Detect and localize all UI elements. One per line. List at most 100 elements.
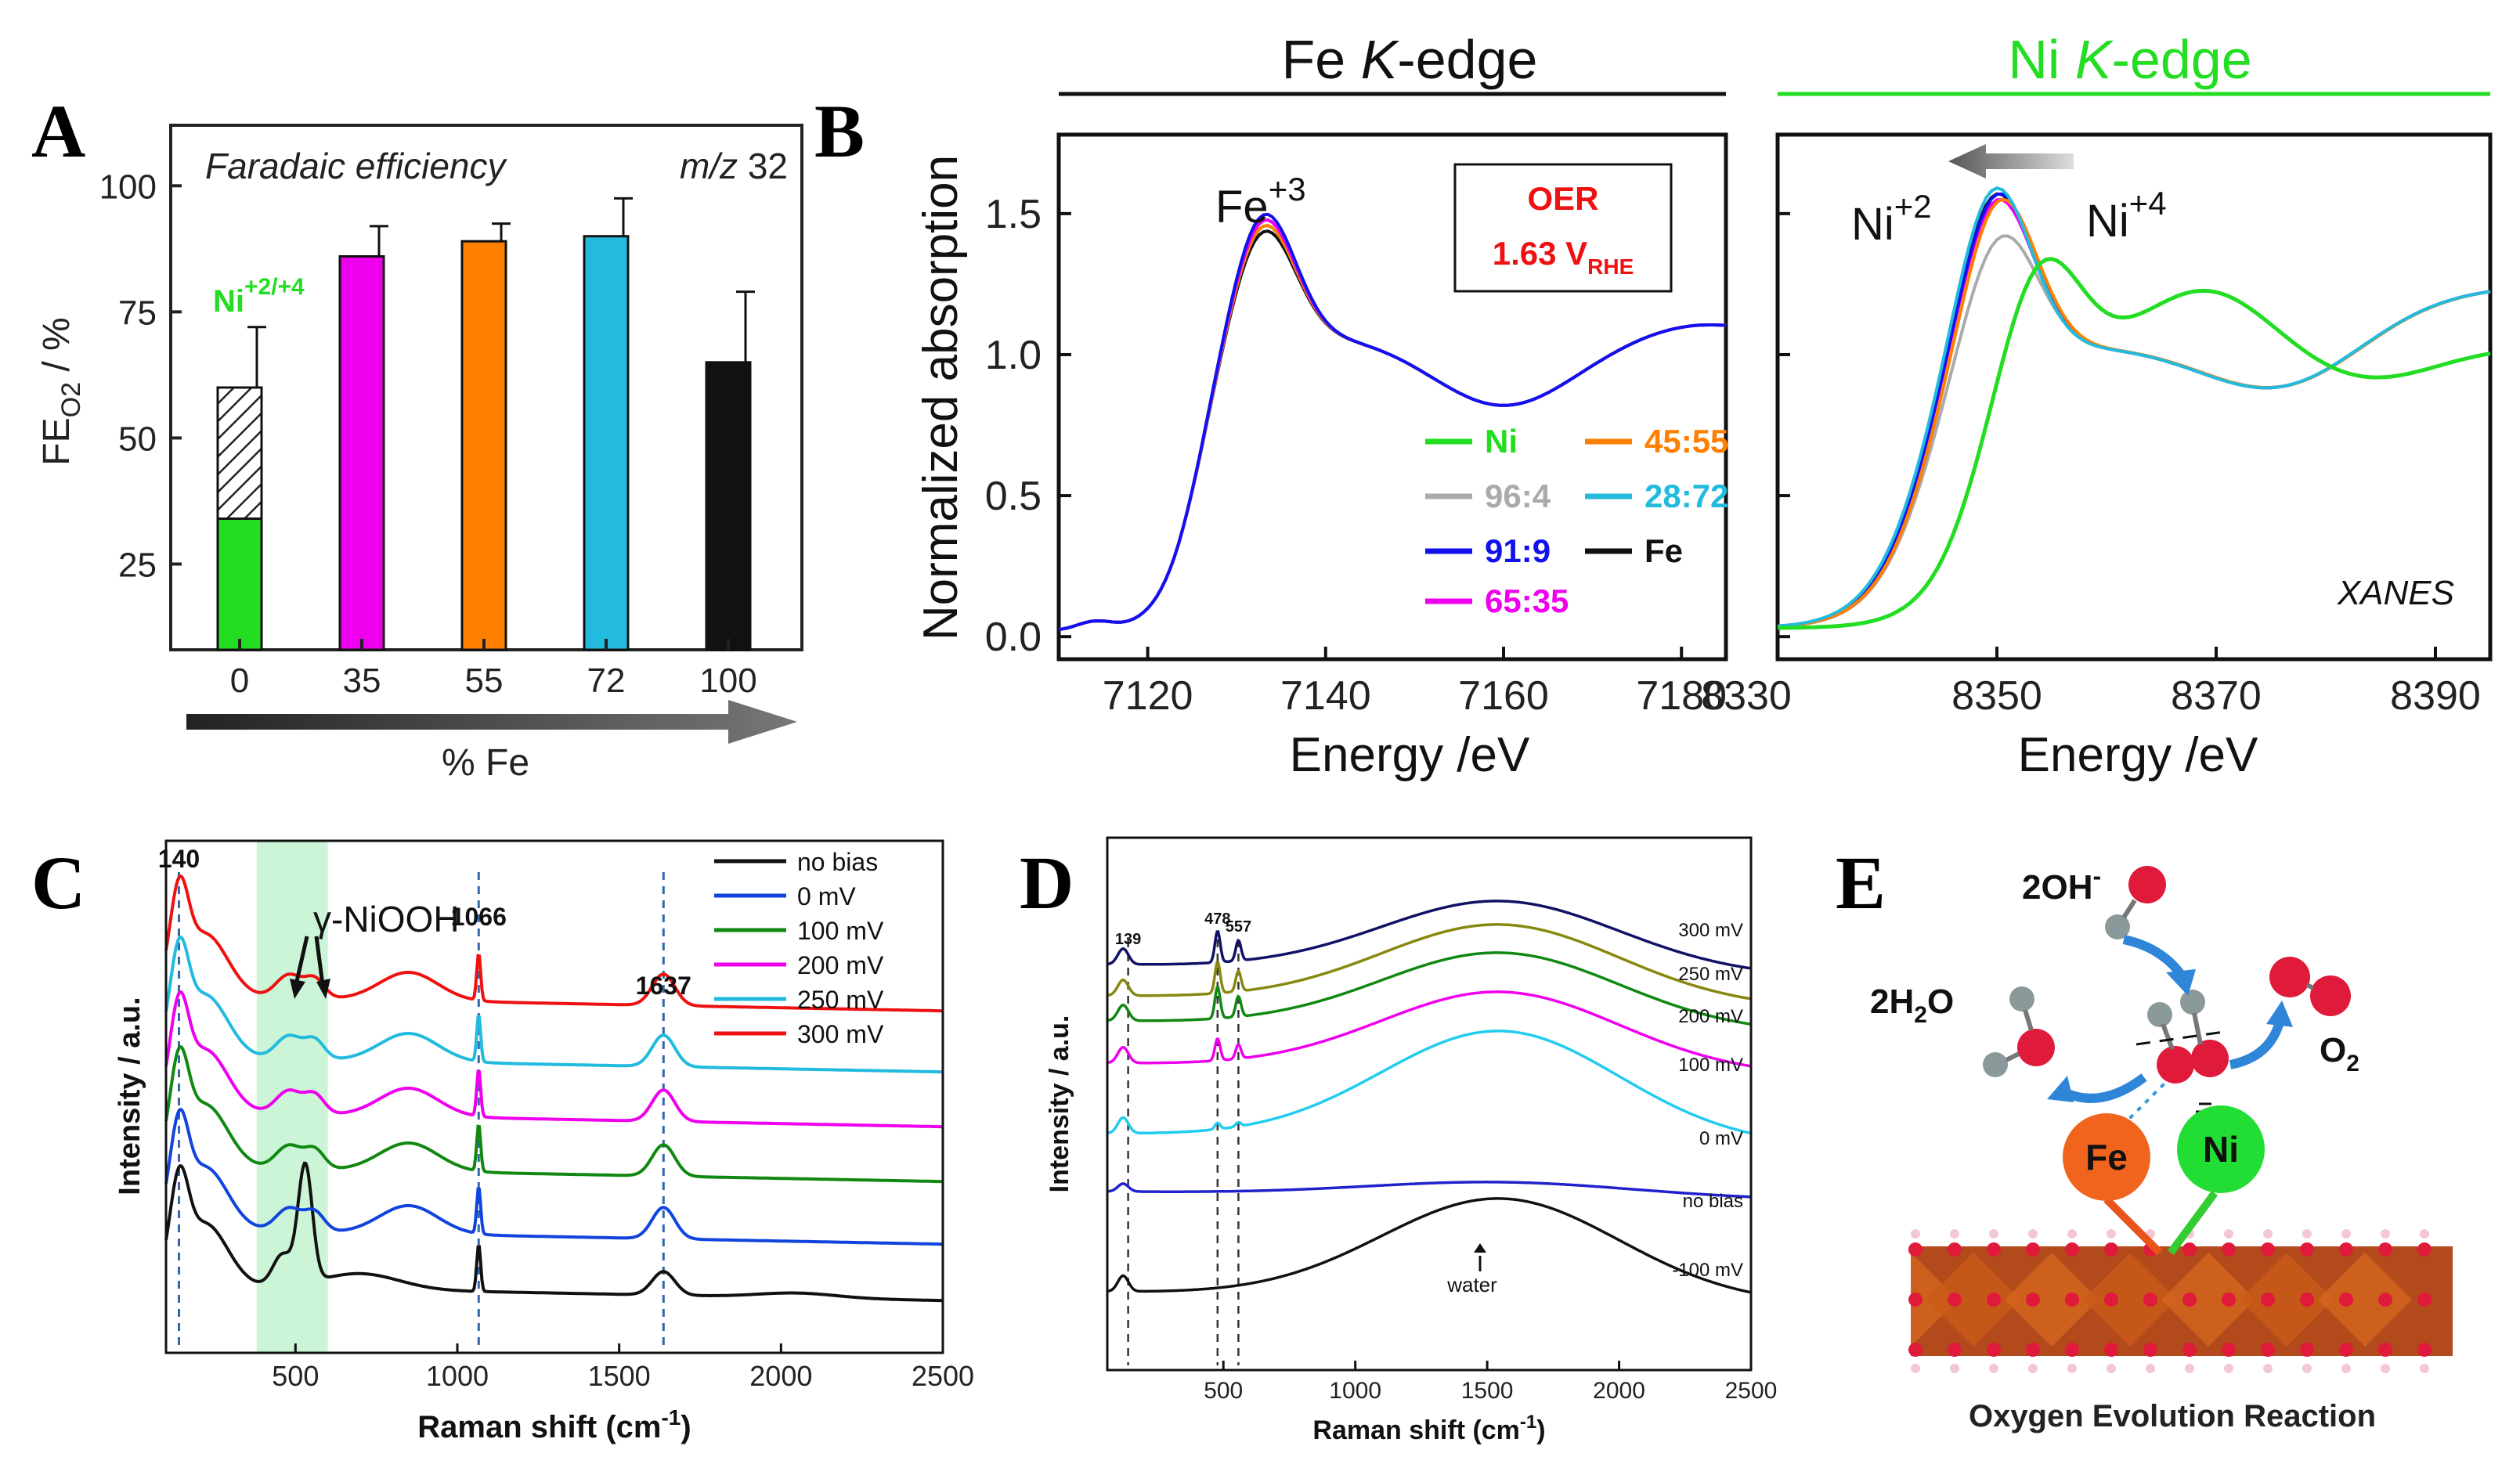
ni-bond (2167, 1191, 2219, 1255)
legend-label: 45:55 (1644, 423, 1728, 460)
ni-atom (2177, 1105, 2265, 1193)
lattice-hydrogen (2420, 1364, 2429, 1373)
lattice-hydrogen (2263, 1229, 2273, 1239)
series-label: 100 mV (1678, 1055, 1743, 1076)
fe-x-tick-label: 7120 (1103, 673, 1193, 719)
panel-a-x-tick-label: 100 (699, 662, 756, 700)
lattice-oxygen (2065, 1293, 2079, 1307)
panel-a: A Faradaic efficiency m/z 32 Ni+2/+4 25 5… (31, 89, 803, 784)
fe-x-tick-label: 7140 (1280, 673, 1371, 719)
gamma-niooh-label: γ-NiOOH (313, 899, 460, 939)
niooh-arrow-1 (294, 936, 309, 986)
panel-a-x-tick-label: 72 (587, 662, 626, 700)
lattice-hydrogen (2302, 1364, 2312, 1373)
panel-a-y-tick-label: 50 (118, 420, 157, 458)
niooh-highlight-band (256, 841, 328, 1353)
hydroxide-hydrogen (2105, 914, 2130, 939)
panel-letter-a: A (31, 89, 85, 173)
oer-potential: 1.63 VRHE (1493, 235, 1634, 279)
lattice-hydrogen (1950, 1364, 1959, 1373)
raman-spectrum--100 mV (1107, 1197, 1752, 1294)
ni-spectrum-91:9 (1777, 192, 2491, 628)
legend-label: 28:72 (1644, 478, 1728, 514)
water-arrowhead (1474, 1243, 1486, 1253)
legend-label: 200 mV (797, 951, 884, 979)
ni-kedge-spectra (1777, 186, 2491, 630)
niooh-arrow-2 (314, 936, 325, 986)
raman-spectrum-100 mV (164, 1044, 943, 1184)
lattice-hydrogen (2067, 1364, 2077, 1373)
lattice-oxygen (2182, 1293, 2197, 1307)
lattice-oxygen (2026, 1242, 2040, 1257)
ni-kedge-x-label: Energy /eV (2018, 728, 2258, 782)
raman-spectrum-200 mV (164, 990, 943, 1129)
panel-a-y-tick-label: 100 (99, 168, 157, 206)
panel-a-y-tick-label: 25 (118, 546, 157, 584)
panel-a-x-label: % Fe (442, 742, 529, 784)
fe-kedge-spectra (1058, 212, 1727, 632)
lattice-hydrogen (1989, 1364, 1998, 1373)
cleaving-bond (2136, 1030, 2225, 1046)
panel-c-legend: no bias 0 mV 100 mV 200 mV 250 mV 300 mV (714, 848, 884, 1048)
panel-letter-c: C (31, 841, 85, 925)
lattice-hydrogen (2224, 1229, 2233, 1239)
panel-c-x-tick-label: 2500 (912, 1360, 974, 1392)
lattice-hydrogen (2224, 1364, 2233, 1373)
series-label: 250 mV (1678, 964, 1743, 985)
panel-b-y-label: Normalized absorption (914, 155, 968, 640)
panel-d-y-label: Intensity / a.u. (1045, 1015, 1074, 1193)
lattice-oxygen (2378, 1343, 2392, 1357)
lattice-oxygen (2261, 1242, 2275, 1257)
legend-label: 65:35 (1485, 582, 1569, 619)
lattice-hydrogen (2341, 1364, 2351, 1373)
lattice-oxygen (2300, 1343, 2314, 1357)
lattice-oxygen (1908, 1343, 1922, 1357)
lattice-oxygen (2182, 1242, 2197, 1257)
panel-c-frame (164, 839, 944, 1354)
intermediate-hydrogen-2 (2180, 990, 2205, 1015)
lattice-oxygen (1908, 1242, 1922, 1257)
raman-spectrum-0 mV (1107, 1029, 1752, 1135)
lattice-oxygen (2104, 1242, 2118, 1257)
bar-fe-55 (460, 240, 507, 651)
lattice-oxygen (1987, 1343, 2001, 1357)
lattice-oxygen (2026, 1343, 2040, 1357)
peak-label: 557 (1226, 918, 1251, 936)
panel-a-mz: m/z 32 (680, 146, 788, 186)
o2-label: O2 (2320, 1031, 2359, 1076)
lattice-hydrogen (2302, 1229, 2312, 1239)
oer-condition-box (1453, 163, 1673, 293)
panel-b-y-tick-label: 1.0 (985, 333, 1042, 378)
legend-label: 100 mV (797, 917, 884, 945)
lattice-oxygen (2143, 1293, 2157, 1307)
fe-content-arrow (186, 700, 797, 744)
series-label: -100 mV (1672, 1260, 1743, 1281)
ni2-label: Ni+2 (1851, 188, 1932, 250)
panel-b: B Fe K-edge Ni K-edge 0.00.51.01.5 7120 7… (814, 29, 2493, 782)
panel-b-y-tick-label: 0.5 (985, 474, 1042, 519)
niooh-arrowhead-1 (290, 979, 305, 999)
water-arrow (2057, 1073, 2147, 1103)
lattice-oxygen (2339, 1242, 2353, 1257)
intermediate-oxygen-1 (2157, 1046, 2194, 1084)
lattice-oxygen (2300, 1293, 2314, 1307)
fe-spectrum-91:9 (1058, 212, 1727, 632)
peak-label: 139 (1115, 931, 1141, 948)
lattice-oxygen (2378, 1293, 2392, 1307)
raman-spectrum-300 mV (164, 874, 943, 1013)
series-label: 300 mV (1678, 920, 1743, 941)
ni-atom-label: Ni (2203, 1129, 2239, 1170)
series-label: no bias (1683, 1191, 1743, 1212)
bar-fe-100 (705, 361, 752, 651)
panel-a-x-ticks: 0 35 55 72 100 (230, 639, 757, 700)
lattice-oxygen (2222, 1343, 2236, 1357)
fe-atom (2063, 1113, 2150, 1201)
lattice-hydrogen (2420, 1229, 2429, 1239)
intermediate-hydrogen-1 (2147, 1002, 2172, 1027)
lattice-oxygen (2417, 1242, 2432, 1257)
o2-oxygen-2 (2310, 975, 2351, 1016)
water-hydrogen-1 (2009, 986, 2034, 1011)
water-hydrogen-2 (1983, 1052, 2008, 1077)
